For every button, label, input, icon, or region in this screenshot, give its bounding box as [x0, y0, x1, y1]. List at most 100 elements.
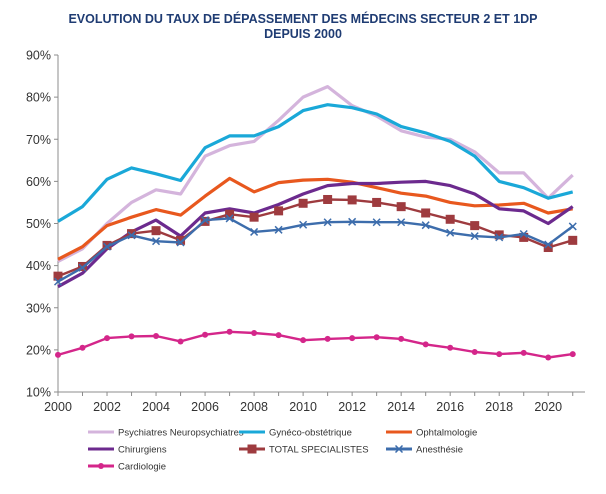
series-line [57, 176, 573, 261]
x-tick-label: 2010 [289, 400, 317, 414]
data-point [372, 197, 382, 207]
data-point [398, 335, 405, 342]
data-point [519, 232, 529, 242]
chart-title: EVOLUTION DU TAUX DE DÉPASSEMENT DES MÉD… [68, 11, 537, 26]
data-point [274, 225, 283, 234]
series-lines [53, 84, 578, 361]
legend-label: Anesthésie [416, 445, 463, 456]
data-point [397, 218, 406, 227]
data-point [249, 212, 259, 222]
data-point [201, 216, 210, 225]
y-tick-label: 80% [26, 91, 51, 105]
data-point [53, 271, 63, 281]
data-point [102, 242, 112, 251]
y-tick-label: 70% [26, 133, 51, 147]
data-point [569, 351, 576, 358]
y-tick-label: 60% [26, 175, 51, 189]
series-0 [57, 84, 574, 263]
data-point [520, 349, 527, 356]
data-point [446, 228, 455, 237]
data-point [421, 221, 430, 230]
x-tick-label: 2000 [44, 400, 72, 414]
data-point [274, 206, 284, 216]
data-point [104, 335, 111, 342]
data-point [127, 229, 137, 239]
data-point [545, 354, 552, 361]
legend-item: Cardiologie [88, 462, 166, 473]
legend-label: Ophtalmologie [416, 428, 477, 439]
data-point [78, 263, 87, 272]
x-tick-label: 2014 [387, 400, 415, 414]
data-point [250, 227, 259, 236]
data-point [568, 222, 577, 231]
legend-item: Gynéco-obstétrique [239, 428, 352, 439]
x-tick-label: 2020 [534, 400, 562, 414]
y-tick-label: 10% [26, 386, 51, 400]
series-2 [57, 176, 573, 261]
y-tick-label: 20% [26, 343, 51, 357]
data-point [396, 202, 406, 212]
data-point [298, 198, 308, 208]
legend-marker [394, 444, 404, 454]
data-point [323, 218, 332, 227]
data-point [79, 344, 86, 351]
legend-item: TOTAL SPECIALISTES [239, 444, 369, 456]
y-tick-label: 30% [26, 301, 51, 315]
data-point [543, 243, 553, 253]
data-point [55, 351, 61, 358]
data-point [323, 194, 333, 204]
data-point [275, 332, 282, 339]
data-point [422, 341, 429, 348]
series-6 [55, 328, 576, 361]
data-point [349, 335, 356, 342]
x-tick-label: 2002 [93, 400, 121, 414]
data-point [347, 195, 357, 205]
data-point [495, 233, 504, 242]
series-line [57, 179, 574, 289]
legend-label: TOTAL SPECIALISTES [269, 445, 369, 456]
x-tick-label: 2016 [436, 400, 464, 414]
legend-marker [98, 463, 104, 469]
data-point [225, 214, 234, 223]
data-point [373, 334, 380, 341]
legend: Psychiatres Neuropsychiatres Gynéco-obsté… [88, 428, 477, 473]
chart-subtitle: DEPUIS 2000 [264, 27, 342, 41]
axes: 10% 20% 30% 40% 50% 60% 70% 80% 90% 2000 2002 2004 2… [26, 49, 585, 414]
data-point [470, 232, 479, 241]
data-point [225, 209, 235, 219]
series-line [57, 103, 574, 223]
data-point [151, 226, 161, 236]
y-tick-label: 40% [26, 259, 51, 273]
data-point [568, 235, 578, 245]
data-point [494, 230, 504, 240]
legend-item: Anesthésie [386, 445, 463, 456]
legend-label: Chirurgiens [118, 445, 167, 456]
series-line [57, 198, 574, 278]
legend-label: Gynéco-obstétrique [269, 428, 352, 439]
y-tick-label: 90% [26, 49, 51, 63]
data-point [251, 330, 258, 337]
data-point [372, 218, 381, 227]
data-point [176, 235, 186, 245]
data-point [299, 220, 308, 229]
y-tick-label: 50% [26, 217, 51, 231]
data-point [445, 214, 455, 224]
data-point [128, 333, 135, 340]
data-point [300, 337, 307, 344]
legend-item: Psychiatres Neuropsychiatres [88, 428, 244, 439]
data-point [544, 240, 553, 249]
data-point [152, 237, 161, 246]
series-1 [57, 103, 574, 223]
data-point [496, 351, 503, 358]
x-tick-label: 2018 [485, 400, 513, 414]
legend-marker [247, 444, 257, 454]
data-point [348, 217, 357, 226]
series-3 [57, 179, 574, 289]
legend-item: Ophtalmologie [386, 428, 477, 439]
data-point [519, 230, 528, 239]
data-point [127, 231, 136, 240]
data-point [324, 335, 331, 342]
data-point [226, 328, 233, 335]
data-point [53, 277, 63, 286]
